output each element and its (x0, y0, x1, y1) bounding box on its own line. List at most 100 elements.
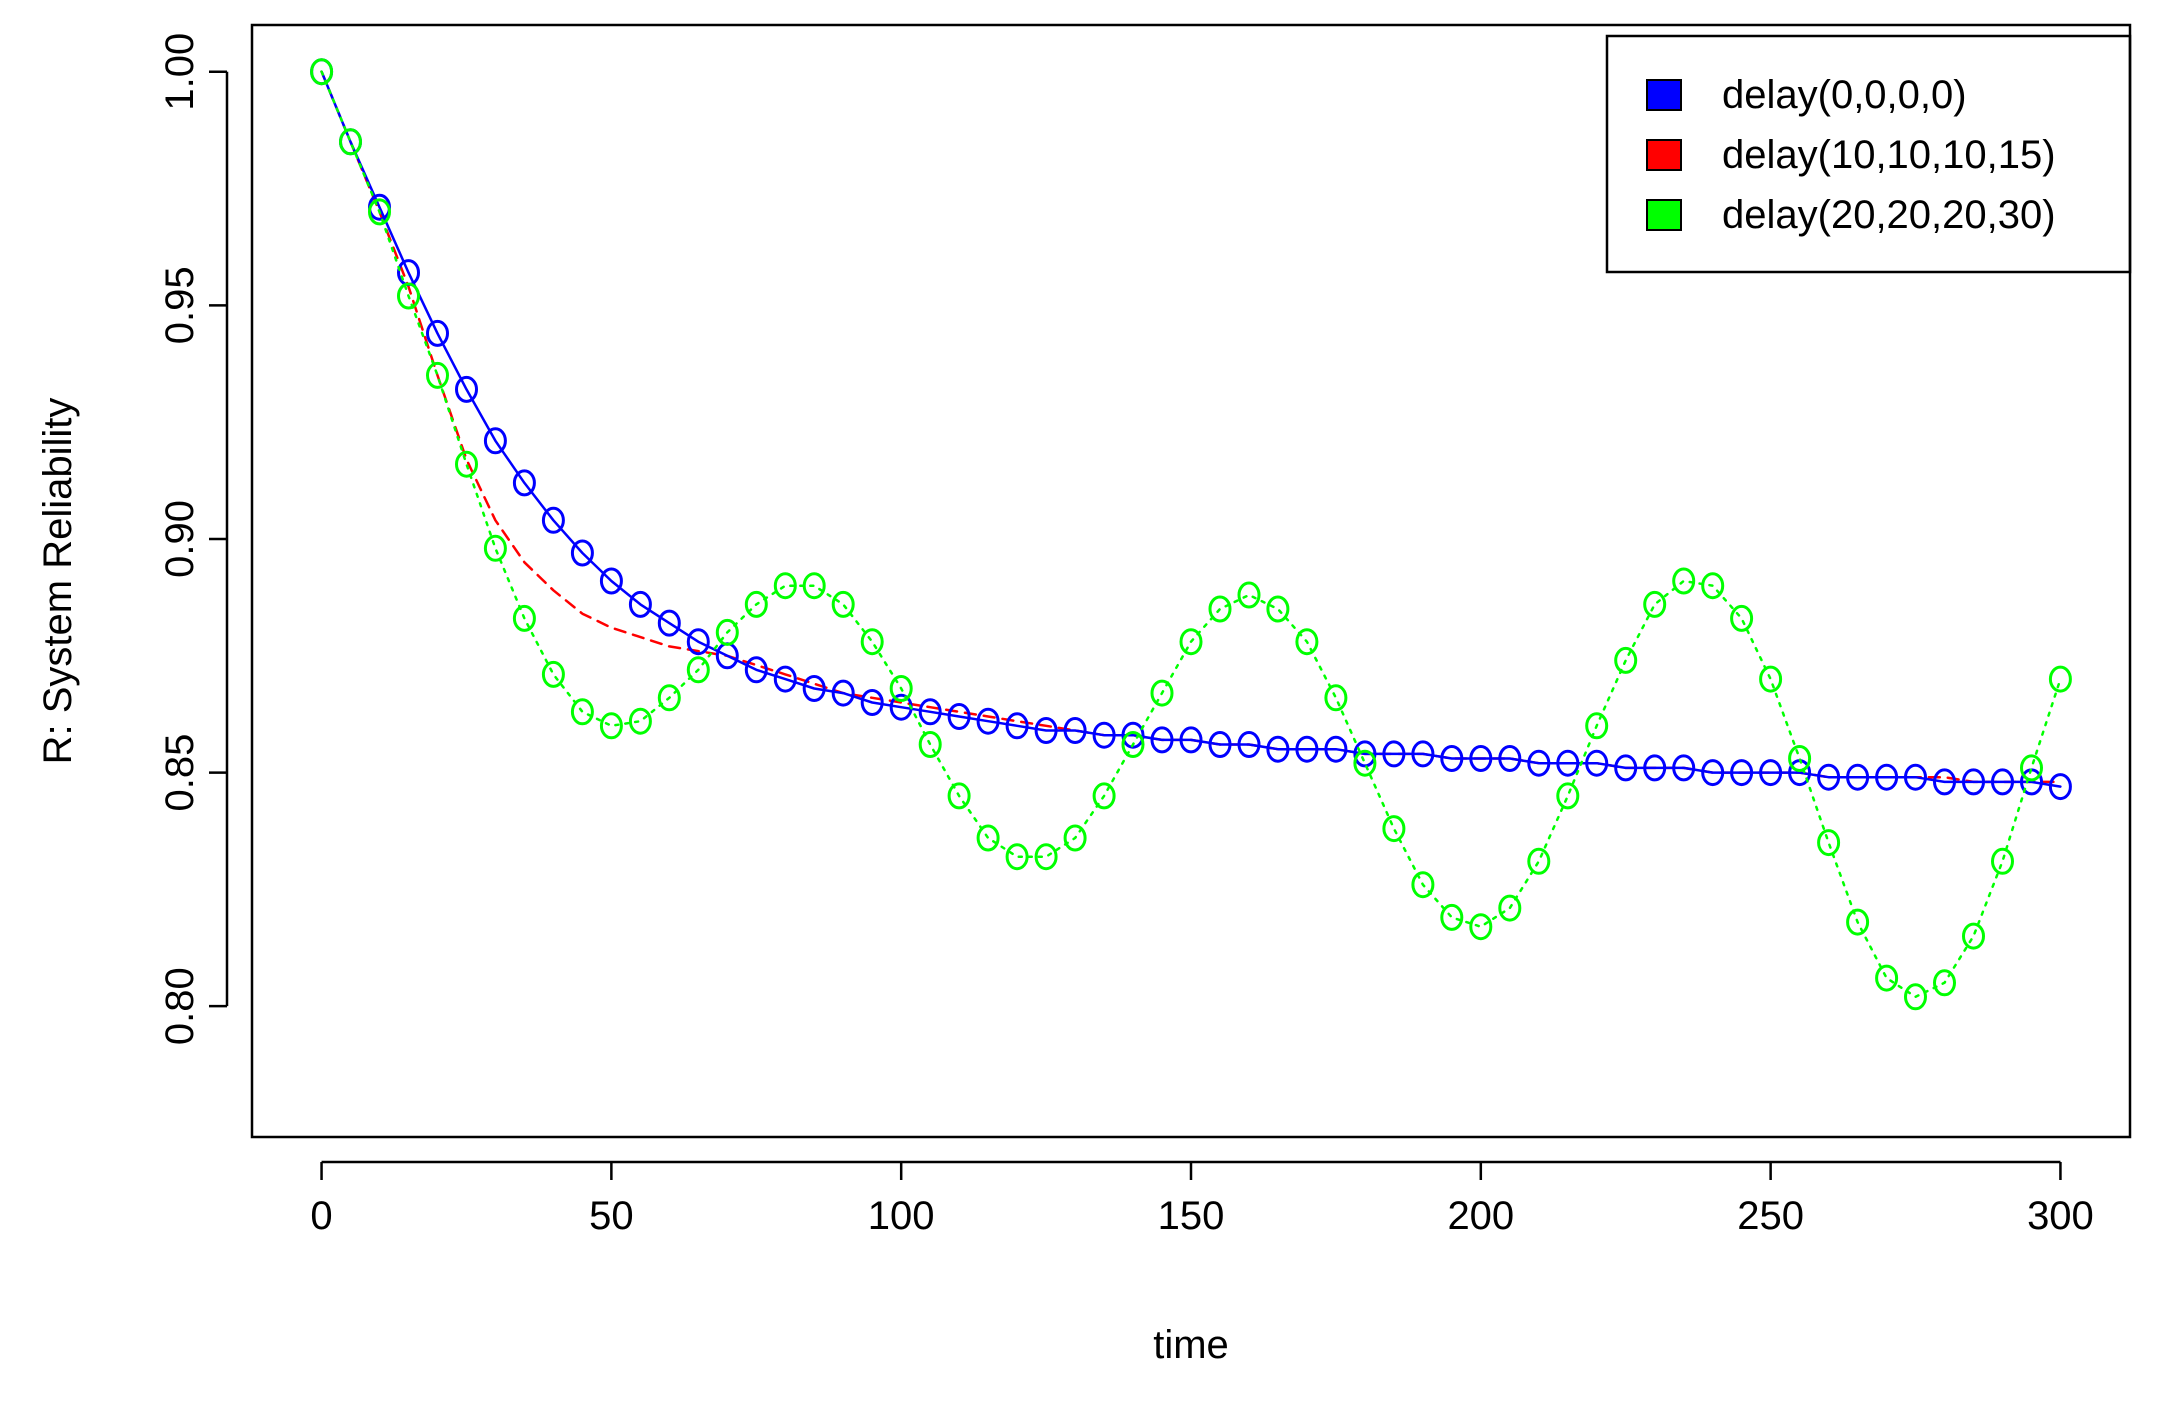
series-1-point (860, 689, 884, 716)
legend-swatch (1646, 79, 1682, 111)
series-3-point (1382, 815, 1406, 843)
series-3-point (1324, 684, 1348, 712)
series-1-point (1266, 735, 1290, 763)
series-1-point (1962, 768, 1985, 796)
plot-frame (250, 23, 2132, 1139)
series-3-point (1295, 628, 1319, 656)
series-1-point (1353, 740, 1377, 768)
series-1-point (2048, 773, 2072, 801)
x-tick-label: 150 (1158, 1194, 1225, 1238)
series-3-point (715, 618, 739, 646)
series-1-point (1382, 740, 1406, 768)
series-1-point (1759, 759, 1783, 787)
series-3-point (976, 824, 1000, 852)
series-1-point (831, 679, 855, 707)
series-3-point (1527, 847, 1551, 875)
legend-item: delay(0,0,0,0) (1646, 73, 1967, 117)
series-3-point (1904, 983, 1927, 1011)
series-3-point (1788, 745, 1812, 772)
legend-swatch (1646, 139, 1682, 171)
plot-area-border (250, 23, 2132, 1139)
series-3-point (1556, 782, 1580, 810)
series-3-point (860, 628, 884, 656)
series-3-point (455, 450, 478, 478)
x-axis-label: time (1153, 1323, 1229, 1367)
legend-swatch (1646, 199, 1682, 231)
series-3-point (1875, 964, 1899, 992)
series-1-point (1063, 717, 1087, 744)
series-1-point (1324, 735, 1348, 763)
series-1-point (628, 590, 652, 618)
series-3-point (339, 128, 362, 156)
series-1-point (483, 427, 507, 455)
series-3-point (918, 731, 942, 758)
series-3-point (628, 707, 652, 735)
series-1-point (1904, 763, 1927, 791)
series-1-point (1846, 763, 1870, 791)
series-3-point (570, 698, 594, 726)
y-axis-label: R: System Reliability (36, 398, 80, 765)
series-1-point (1411, 740, 1435, 768)
y-tick-label: 0.90 (158, 500, 202, 578)
series-3-point (1585, 712, 1609, 740)
series-1-point (657, 609, 681, 637)
series-3-point (1121, 731, 1145, 758)
series-1-point (773, 665, 797, 693)
series-1-point (976, 707, 1000, 735)
series-3-point (1672, 567, 1696, 595)
series-3-point (657, 684, 681, 712)
series-1-point (1208, 731, 1232, 758)
series-1-point (512, 469, 536, 497)
series-3-point (1266, 595, 1290, 623)
legend-items: delay(0,0,0,0) delay(10,10,10,15) delay(20… (1646, 73, 2056, 237)
series-3-point (1208, 595, 1232, 623)
series-3-point (1469, 913, 1493, 941)
series-1-point (1672, 754, 1696, 782)
series-3-point (1614, 646, 1638, 674)
series-1-point (1092, 721, 1116, 749)
series-3-point (2020, 754, 2043, 782)
series-3-point (947, 782, 971, 810)
legend-label: delay(0,0,0,0) (1722, 73, 1967, 117)
x-tick-label: 100 (868, 1194, 935, 1238)
series-1-point (1005, 712, 1029, 740)
series-1-point (1237, 731, 1261, 758)
series-3-point (397, 282, 420, 310)
series-1-point (802, 675, 826, 702)
series-1-line (320, 70, 2062, 788)
series-1-point (1295, 735, 1319, 763)
y-axis: 0.80 0.85 0.90 0.95 1.00 (158, 33, 229, 1045)
series-1-point (1469, 745, 1493, 772)
series-1-point (1701, 759, 1725, 787)
legend-item: delay(10,10,10,15) (1646, 133, 2056, 177)
series-3-point (1933, 969, 1956, 997)
series-3-point (1730, 604, 1754, 632)
series-3-point (773, 572, 797, 600)
series-1-point (1585, 749, 1609, 777)
y-tick-label: 0.95 (158, 266, 202, 344)
series-1-point (1875, 763, 1899, 791)
series-1-point (570, 539, 594, 567)
series-3-point (512, 604, 536, 632)
y-tick-label: 0.85 (158, 734, 202, 812)
series-3-point (1701, 572, 1725, 600)
series-3-point (831, 590, 855, 618)
series-3-point (1353, 749, 1377, 777)
series-3-point (368, 198, 391, 226)
series-3-point (599, 712, 623, 740)
legend-label: delay(20,20,20,30) (1722, 193, 2056, 237)
series-3-point (1179, 628, 1203, 656)
series-1-point (918, 698, 942, 726)
y-tick-label: 0.80 (158, 967, 202, 1045)
series-3-point (1063, 824, 1087, 852)
x-tick-label: 0 (310, 1194, 332, 1238)
series-3-point (1643, 590, 1667, 618)
series-3-point (1034, 843, 1058, 871)
series-3-point (310, 58, 334, 86)
legend-label: delay(10,10,10,15) (1722, 133, 2056, 177)
series-1-point (947, 703, 971, 730)
series-1-point (1527, 749, 1551, 777)
series-1-point (541, 506, 565, 534)
